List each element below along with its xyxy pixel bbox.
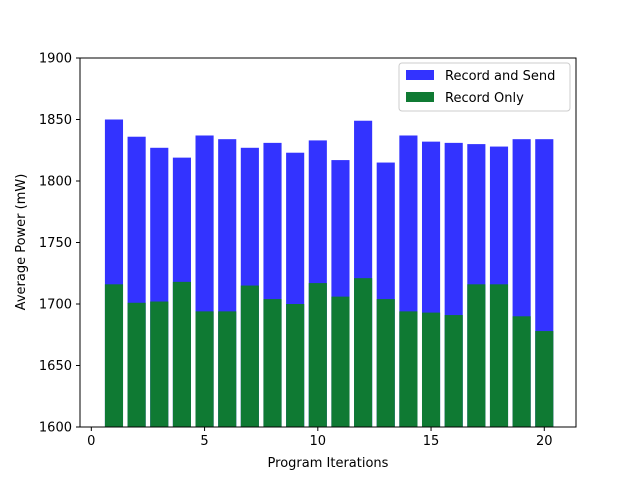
bar-record-only-2 xyxy=(127,302,146,427)
y-tick-label-1750: 1750 xyxy=(39,236,72,251)
bar-record-only-5 xyxy=(195,311,214,427)
legend-label-record-and-send: Record and Send xyxy=(445,69,555,84)
y-axis-label: Average Power (mW) xyxy=(14,174,29,311)
y-tick-label-1700: 1700 xyxy=(39,298,72,313)
bar-record-only-6 xyxy=(218,311,237,427)
bar-record-only-14 xyxy=(399,311,418,427)
legend-swatch-record-only xyxy=(406,92,434,102)
y-tick-label-1650: 1650 xyxy=(39,359,72,374)
bar-record-only-18 xyxy=(489,284,509,427)
x-tick-label-0: 0 xyxy=(87,434,95,449)
legend: Record and Send Record Only xyxy=(398,62,571,112)
bar-record-only-1 xyxy=(104,284,124,427)
x-tick-label-15: 15 xyxy=(423,434,440,449)
x-tick-label-10: 10 xyxy=(310,434,327,449)
x-tick-label-5: 5 xyxy=(200,434,208,449)
record-and-send-bars xyxy=(104,119,554,428)
bar-record-only-10 xyxy=(308,283,327,427)
bar-record-only-12 xyxy=(354,278,373,427)
bar-record-only-9 xyxy=(286,304,305,427)
y-tick-label-1900: 1900 xyxy=(39,52,72,67)
bar-record-only-19 xyxy=(512,316,531,427)
legend-swatch-record-and-send xyxy=(406,70,434,80)
bar-record-only-3 xyxy=(150,301,169,427)
bar-record-only-4 xyxy=(172,281,191,427)
x-tick-label-20: 20 xyxy=(536,434,553,449)
bar-record-only-17 xyxy=(467,284,486,427)
bar-record-only-15 xyxy=(421,312,441,427)
y-tick-label-1850: 1850 xyxy=(39,113,72,128)
x-axis-label: Program Iterations xyxy=(268,456,389,471)
legend-box xyxy=(398,62,571,112)
bar-record-only-11 xyxy=(331,296,350,427)
bar-record-only-20 xyxy=(535,331,554,427)
y-axis: 1600 1650 1700 1750 1800 1850 1900 xyxy=(39,52,80,436)
bar-record-only-16 xyxy=(444,315,463,427)
y-tick-label-1800: 1800 xyxy=(39,175,72,190)
bar-record-only-8 xyxy=(263,299,282,427)
y-tick-label-1600: 1600 xyxy=(39,421,72,436)
x-axis: 0 5 10 15 20 xyxy=(87,427,553,449)
legend-label-record-only: Record Only xyxy=(445,91,524,106)
bar-record-only-7 xyxy=(240,285,259,427)
bar-record-only-13 xyxy=(376,299,395,427)
record-only-bars xyxy=(104,278,554,427)
